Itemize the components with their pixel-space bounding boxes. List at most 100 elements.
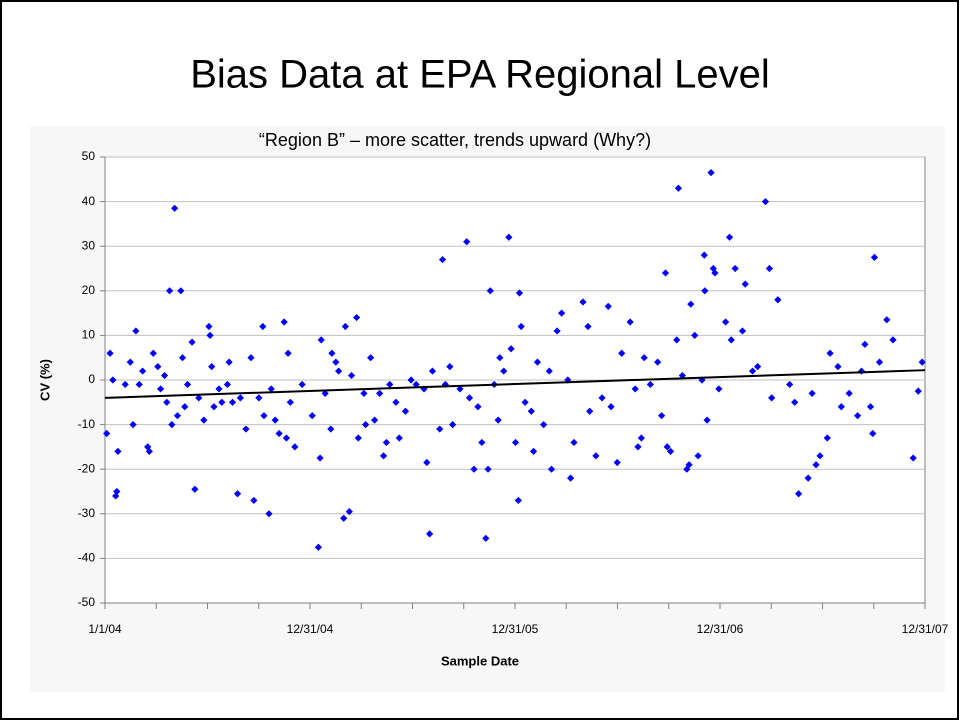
scatter-point — [205, 322, 213, 331]
scatter-point — [607, 403, 615, 411]
scatter-point — [861, 340, 869, 348]
scatter-point — [875, 358, 884, 366]
scatter-point — [725, 233, 734, 241]
scatter-point — [666, 447, 675, 455]
scatter-point — [112, 492, 120, 500]
scatter-point — [514, 496, 522, 505]
y-tick-label: 0 — [88, 372, 95, 386]
scatter-point — [918, 358, 926, 366]
scatter-point — [505, 233, 513, 241]
scatter-point — [646, 380, 654, 389]
scatter-point — [816, 452, 824, 460]
scatter-point — [265, 510, 273, 518]
scatter-point — [426, 530, 434, 538]
scatter-point — [748, 367, 757, 375]
scatter-point — [126, 358, 134, 366]
scatter-point — [347, 371, 356, 380]
scatter-point — [517, 322, 525, 331]
scatter-point — [206, 331, 214, 339]
scatter-point — [768, 394, 776, 402]
scatter-point — [685, 461, 693, 469]
scatter-point — [247, 354, 255, 362]
scatter-point — [521, 398, 529, 406]
scatter-point — [598, 394, 606, 402]
scatter-point — [282, 434, 291, 442]
scatter-point — [663, 443, 671, 451]
scatter-point — [195, 394, 203, 402]
scatter-point — [478, 438, 486, 447]
scatter-point — [382, 438, 390, 447]
scatter-point — [494, 416, 502, 424]
scatter-point — [795, 490, 803, 498]
scatter-point — [533, 358, 542, 366]
scatter-point — [909, 454, 917, 462]
scatter-point — [741, 280, 749, 288]
scatter-point — [527, 407, 535, 415]
y-tick-label: -50 — [78, 595, 96, 609]
scatter-point — [482, 534, 490, 542]
scatter-point — [553, 327, 561, 335]
scatter-point — [114, 447, 122, 455]
scatter-point — [233, 490, 242, 498]
scatter-point — [160, 371, 169, 380]
y-tick-label: -20 — [78, 461, 96, 475]
scatter-point — [149, 349, 157, 357]
scatter-point — [191, 485, 199, 493]
scatter-point — [854, 412, 862, 420]
scatter-point — [547, 465, 556, 473]
scatter-point — [889, 336, 897, 344]
scatter-point — [260, 412, 268, 420]
scatter-point — [674, 184, 683, 192]
scatter-point — [631, 385, 639, 393]
scatter-point — [511, 438, 520, 447]
scatter-point — [129, 421, 137, 429]
scatter-point — [438, 255, 447, 264]
scatter-point — [353, 313, 361, 322]
x-tick-label: 12/31/07 — [902, 622, 949, 636]
scatter-point — [637, 434, 645, 442]
scatter-point — [791, 398, 799, 406]
scatter-point — [345, 507, 353, 516]
scatter-point — [869, 429, 877, 438]
scatter-point — [618, 349, 626, 357]
y-tick-label: 10 — [82, 328, 96, 342]
x-tick-label: 12/31/04 — [287, 622, 334, 636]
scatter-point — [707, 169, 715, 177]
scatter-point — [857, 367, 866, 375]
scatter-point — [738, 327, 747, 335]
scatter-point — [441, 380, 449, 389]
scatter-point — [376, 389, 384, 397]
scatter-point — [177, 287, 185, 295]
scatter-point — [592, 452, 600, 460]
scatter-point — [407, 376, 415, 384]
scatter-point — [673, 336, 681, 344]
scatter-point — [703, 416, 711, 424]
scatter-point — [218, 398, 226, 406]
scatter-point — [228, 398, 237, 406]
scatter-point — [774, 296, 782, 304]
scatter-point — [284, 349, 292, 357]
scatter-point — [121, 380, 129, 389]
scatter-point — [808, 389, 816, 397]
scatter-point — [634, 443, 642, 451]
scatter-point — [567, 474, 575, 482]
scatter-point — [866, 403, 875, 411]
scatter-point — [500, 367, 508, 375]
y-axis-label: CV (%) — [37, 359, 52, 401]
x-tick-label: 1/1/04 — [88, 622, 122, 636]
scatter-point — [328, 349, 336, 357]
scatter-point — [267, 385, 275, 393]
scatter-point — [200, 416, 208, 424]
scatter-point — [463, 238, 471, 246]
scatter-point — [291, 443, 299, 451]
scatter-point — [545, 367, 553, 375]
scatter-point — [834, 363, 842, 371]
scatter-point — [700, 251, 708, 259]
scatter-point — [250, 496, 258, 505]
scatter-point — [163, 398, 171, 406]
scatter-point — [812, 461, 820, 469]
scatter-point — [474, 403, 482, 411]
scatter-point — [727, 336, 735, 344]
scatter-point — [823, 434, 831, 442]
